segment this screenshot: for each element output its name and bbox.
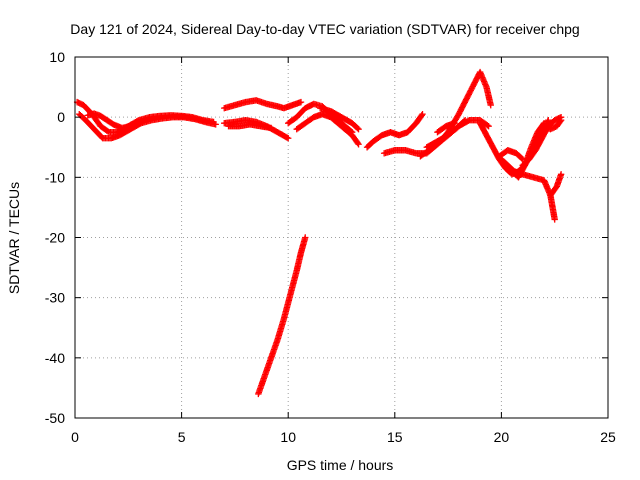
data-point <box>354 125 361 132</box>
grid-lines <box>75 57 608 418</box>
chart-title: Day 121 of 2024, Sidereal Day-to-day VTE… <box>70 21 579 37</box>
data-point <box>283 134 291 141</box>
x-axis-label: GPS time / hours <box>287 457 394 473</box>
data-point <box>355 141 362 148</box>
series-track-c <box>84 110 143 132</box>
data-point <box>461 116 469 124</box>
series-track-n <box>423 116 469 151</box>
y-tick-label: 10 <box>49 49 65 65</box>
x-tick-label: 5 <box>178 429 186 445</box>
series-track-k <box>363 110 426 151</box>
data-point <box>355 126 362 133</box>
data-point <box>518 155 525 162</box>
x-tick-label: 25 <box>600 429 616 445</box>
series-track-v <box>496 147 526 163</box>
y-tick-label: -20 <box>45 230 65 246</box>
series-track-h <box>293 110 362 148</box>
x-tick-label: 20 <box>494 429 510 445</box>
data-point <box>212 121 219 128</box>
series-track-o <box>434 119 458 136</box>
series-track-b <box>76 110 219 142</box>
data-point <box>354 139 361 147</box>
data-points <box>73 68 565 398</box>
y-tick-label: 0 <box>57 109 65 125</box>
series-track-t <box>540 116 565 133</box>
series-track-f <box>225 121 275 132</box>
data-point <box>557 116 565 124</box>
data-point <box>551 216 558 223</box>
data-point <box>460 117 468 125</box>
data-point <box>297 98 305 106</box>
data-point <box>135 119 143 127</box>
data-point <box>451 119 458 127</box>
data-point <box>545 116 552 124</box>
data-point <box>419 110 426 118</box>
data-point <box>485 122 492 130</box>
y-tick-label: -50 <box>45 410 65 426</box>
data-point <box>557 171 565 178</box>
data-point <box>484 122 491 129</box>
data-point <box>519 156 526 163</box>
y-tick-label: -10 <box>45 169 65 185</box>
series-track-j <box>255 234 309 398</box>
y-axis-label: SDTVAR / TECUs <box>6 182 22 294</box>
axis-ticks: 0 5 10 15 20 25 10 0 -10 -20 -30 -40 -50 <box>45 49 616 445</box>
data-point <box>557 118 564 125</box>
y-tick-label: -30 <box>45 290 65 306</box>
series-track-r <box>502 119 548 181</box>
data-point <box>285 135 292 142</box>
series-track-u <box>547 171 565 199</box>
data-point <box>267 124 275 132</box>
series-track-i <box>316 104 362 133</box>
series-track-s <box>519 113 565 169</box>
x-tick-label: 0 <box>71 429 79 445</box>
x-tick-label: 10 <box>280 429 296 445</box>
series-track-d <box>221 97 305 112</box>
data-point <box>302 234 309 241</box>
y-tick-label: -40 <box>45 350 65 366</box>
data-point <box>487 101 494 109</box>
plot-frame <box>74 56 609 419</box>
x-tick-label: 15 <box>387 429 403 445</box>
data-point <box>418 112 425 119</box>
